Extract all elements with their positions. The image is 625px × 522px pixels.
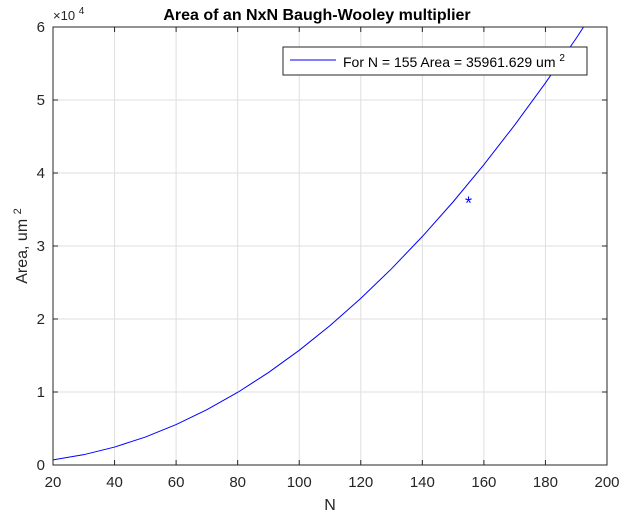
legend: For N = 155 Area = 35961.629 um 2 (282, 46, 588, 76)
y-exponent-label: ×10 4 (53, 6, 85, 23)
y-tick-label-0: 0 (37, 457, 45, 474)
legend-box (282, 46, 588, 76)
x-tick-label-9: 200 (594, 474, 619, 491)
axis-ticks: 20 40 60 80 100 120 140 160 180 200 0 1 2 3 4 5 6 (37, 19, 620, 491)
x-tick-label-7: 160 (471, 474, 496, 491)
series-layer: * (53, 27, 585, 461)
x-tick-label-8: 180 (533, 474, 558, 491)
x-tick-label-0: 20 (45, 474, 62, 491)
y-axis-label: Area, um 2 (12, 208, 31, 284)
y-tick-label-2: 2 (37, 311, 45, 328)
highlight-point-marker: * (465, 193, 472, 213)
y-tick-label-4: 4 (37, 165, 45, 182)
legend-entry-label: For N = 155 Area = 35961.629 um 2 (343, 53, 565, 70)
chart-title: Area of an NxN Baugh-Wooley multiplier (163, 7, 470, 24)
x-axis-label: N (324, 497, 336, 514)
x-tick-label-2: 60 (168, 474, 185, 491)
x-tick-label-3: 80 (229, 474, 246, 491)
x-tick-label-5: 120 (348, 474, 373, 491)
x-tick-label-6: 140 (410, 474, 435, 491)
series-line-0 (53, 27, 585, 461)
y-tick-label-3: 3 (37, 238, 45, 255)
y-tick-label-6: 6 (37, 19, 45, 36)
x-tick-label-1: 40 (106, 474, 123, 491)
y-tick-label-1: 1 (37, 384, 45, 401)
y-tick-label-5: 5 (37, 92, 45, 109)
x-tick-label-4: 100 (287, 474, 312, 491)
